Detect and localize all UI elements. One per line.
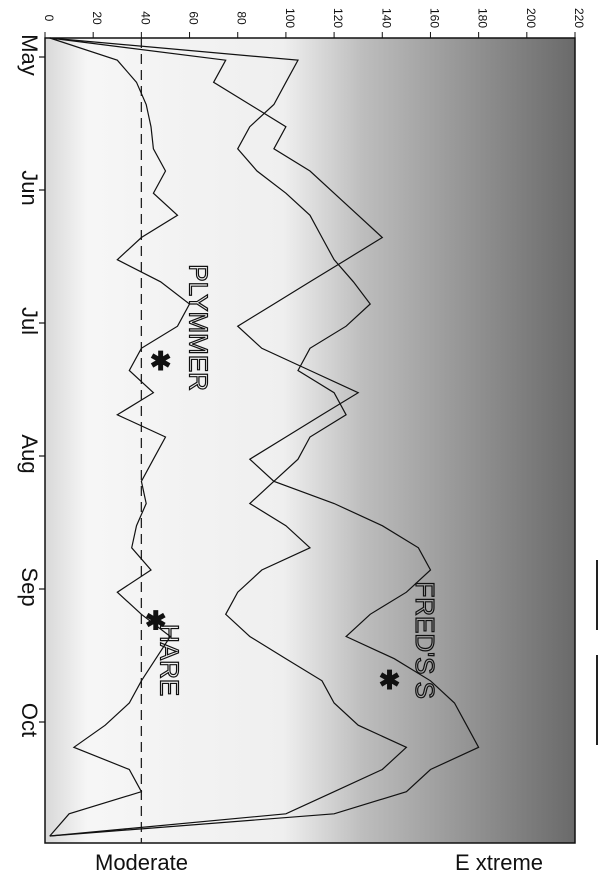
annotation-layer: PLYMMER HARE FRED'S S <box>154 264 441 700</box>
month-label: Jun <box>17 170 42 205</box>
annotation-label: FRED'S S <box>410 581 440 699</box>
y-tick-label: 0 <box>42 15 56 22</box>
star-marker: ✱ <box>150 346 172 376</box>
month-label: Oct <box>17 703 42 737</box>
edge-mark-top <box>596 560 598 630</box>
series-line-2 <box>49 37 408 837</box>
y-tick-label: 140 <box>379 8 393 28</box>
y-tick-label: 60 <box>187 11 201 25</box>
marker-layer: ✱ ✱ ✱ <box>145 346 400 695</box>
star-marker: ✱ <box>145 605 167 635</box>
month-label-layer: May Jun Jul Aug Sep Oct <box>17 34 45 737</box>
y-tick-layer: 0 20 40 60 80 100 120 140 160 180 200 220 <box>42 8 586 38</box>
star-marker: ✱ <box>379 665 401 695</box>
y-tick-label: 80 <box>235 11 249 25</box>
edge-mark-bottom <box>596 655 598 745</box>
y-tick-label: 160 <box>427 8 441 28</box>
series-line-3 <box>49 37 480 837</box>
series-layer <box>49 37 480 837</box>
annotation-label: HARE <box>155 624 185 696</box>
annotation-label: PLYMMER <box>184 264 214 391</box>
caption-moderate: Moderate <box>95 850 188 875</box>
y-tick-label: 180 <box>476 8 490 28</box>
caption-extreme: E xtreme <box>455 850 544 875</box>
plot-background <box>44 37 576 844</box>
month-label: Sep <box>17 567 42 606</box>
y-tick-label: 20 <box>90 11 104 25</box>
month-label: May <box>17 34 42 76</box>
month-label: Jul <box>17 307 42 335</box>
y-tick-label: 220 <box>572 8 586 28</box>
y-tick-label: 40 <box>138 11 152 25</box>
month-label: Aug <box>17 434 42 473</box>
y-tick-label: 100 <box>283 8 297 28</box>
series-line-1 <box>49 37 191 837</box>
y-tick-label: 200 <box>524 8 538 28</box>
y-tick-label: 120 <box>331 8 345 28</box>
